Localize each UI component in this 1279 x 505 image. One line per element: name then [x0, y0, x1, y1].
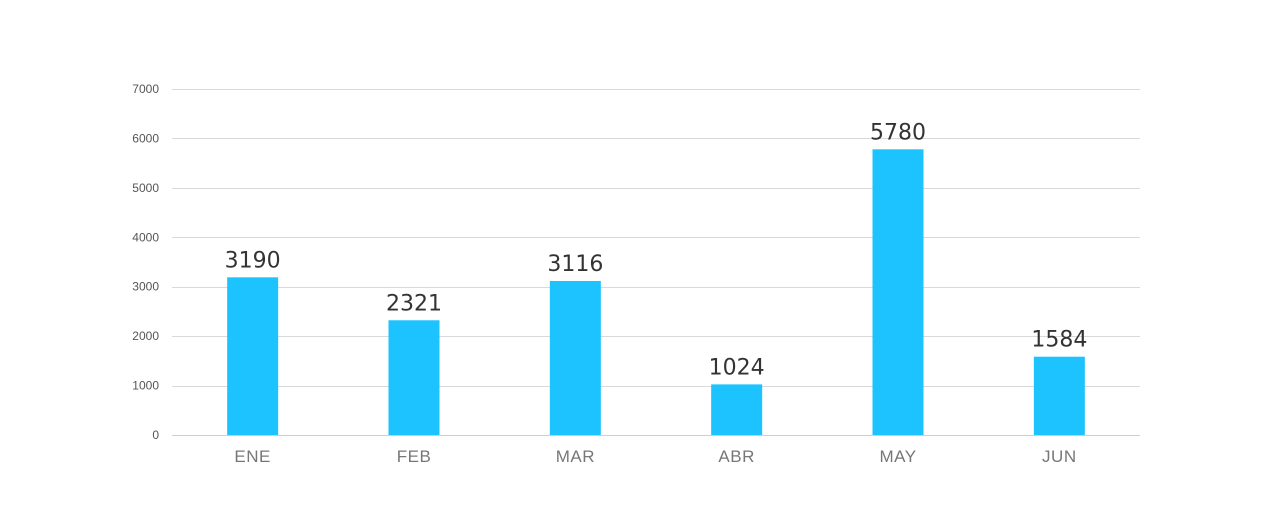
- bar-ene: [227, 277, 279, 435]
- bar-feb: [388, 320, 440, 435]
- data-label-jun: 1584: [1031, 328, 1087, 353]
- x-tick-label-abr: ABR: [718, 447, 754, 466]
- bar-mar: [549, 280, 601, 435]
- y-tick-label: 6000: [132, 131, 159, 145]
- gridlines: [172, 89, 1140, 436]
- x-tick-label-mar: MAR: [556, 447, 595, 466]
- x-tick-label-may: MAY: [879, 447, 916, 466]
- bar-jun: [1033, 356, 1085, 435]
- y-tick-label: 1000: [132, 379, 159, 393]
- data-label-mar: 3116: [547, 252, 603, 277]
- y-tick-label: 7000: [132, 82, 159, 96]
- bar-may: [872, 149, 924, 435]
- x-tick-label-ene: ENE: [234, 447, 270, 466]
- x-tick-label-jun: JUN: [1042, 447, 1077, 466]
- x-tick-label-feb: FEB: [397, 447, 432, 466]
- x-axis-tick-labels: ENE FEB MAR ABR MAY JUN: [234, 447, 1076, 466]
- y-tick-label: 5000: [132, 181, 159, 195]
- y-tick-label: 0: [152, 428, 159, 442]
- bar-abr: [711, 384, 763, 435]
- y-tick-label: 3000: [132, 280, 159, 294]
- bars: [227, 149, 1085, 435]
- y-tick-label: 4000: [132, 230, 159, 244]
- y-axis-tick-labels: 0 1000 2000 3000 4000 5000 6000 7000: [132, 82, 159, 442]
- data-label-ene: 3190: [225, 248, 281, 273]
- y-tick-label: 2000: [132, 329, 159, 343]
- data-labels: 3190 2321 3116 1024 5780 1584: [225, 120, 1088, 380]
- data-label-feb: 2321: [386, 291, 442, 316]
- data-label-abr: 1024: [709, 355, 765, 380]
- data-label-may: 5780: [870, 120, 926, 145]
